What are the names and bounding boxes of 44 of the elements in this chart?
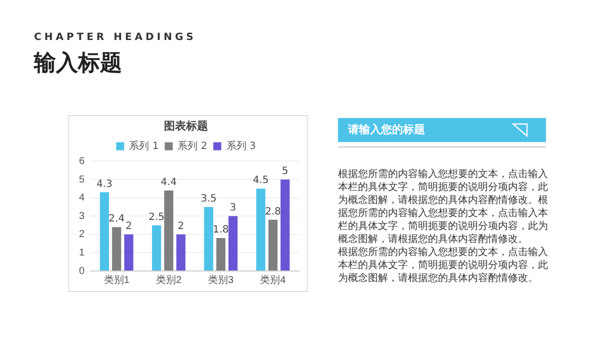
bar bbox=[112, 227, 122, 270]
bar bbox=[204, 206, 214, 270]
x-tick-label: 类别1 bbox=[104, 274, 130, 286]
legend-label: 系列 1 bbox=[129, 140, 159, 152]
y-tick-label: 1 bbox=[79, 247, 85, 258]
text: 根据您所需的内容输入您想要的文本，点击输入本栏的具体文字，简明扼要的说明分项内容，此为概念图解，请根据您的具体内容酌情修改。 bbox=[338, 246, 549, 285]
text: 输入标题 bbox=[34, 50, 122, 78]
x-tick-label: 类别2 bbox=[156, 274, 182, 286]
bar bbox=[100, 192, 110, 270]
text: 请输入您的标题 bbox=[338, 118, 546, 142]
y-tick-label: 2 bbox=[79, 229, 85, 240]
bar bbox=[124, 234, 134, 270]
x-tick-label: 类别4 bbox=[260, 274, 286, 286]
y-tick-label: 5 bbox=[79, 174, 85, 186]
y-tick-label: 0 bbox=[79, 266, 85, 277]
text: 根据您所需的内容输入您想要的文本，点击输入本栏的具体文字，简明扼要的说明分项内容，此为概念图解，请根据您的具体内容酌情修改。根据您所需的内容输入您想要的文本，点击输入本栏的具体文字，简明扼要的说明分项内容，此为概念图解，请根据您的具体内容酌情修改。 bbox=[338, 168, 549, 246]
bar bbox=[164, 190, 174, 270]
data-label: 1.8 bbox=[212, 224, 229, 236]
data-label: 2.4 bbox=[108, 214, 125, 225]
text: CHAPTER HEADINGS bbox=[34, 32, 196, 43]
bar bbox=[268, 220, 278, 270]
data-label: 2 bbox=[126, 220, 132, 232]
chart-title: 图表标题 bbox=[164, 119, 208, 132]
data-label: 4.4 bbox=[160, 177, 177, 188]
bar bbox=[176, 234, 186, 270]
data-label: 5 bbox=[282, 166, 288, 178]
data-label: 4.5 bbox=[252, 175, 269, 186]
data-label: 2.5 bbox=[148, 212, 165, 223]
data-label: 4.3 bbox=[96, 178, 112, 190]
bar bbox=[228, 216, 238, 270]
data-label: 3 bbox=[230, 202, 236, 214]
y-tick-label: 6 bbox=[79, 156, 85, 167]
bar bbox=[152, 225, 162, 270]
bar bbox=[216, 238, 226, 270]
data-label: 2 bbox=[178, 220, 184, 232]
y-tick-label: 4 bbox=[79, 192, 85, 204]
legend-label: 系列 2 bbox=[178, 140, 208, 152]
bar bbox=[256, 188, 266, 270]
bar bbox=[280, 180, 290, 270]
x-tick-label: 类别3 bbox=[208, 274, 234, 286]
legend-label: 系列 3 bbox=[226, 140, 256, 152]
data-label: 2.8 bbox=[264, 206, 281, 218]
data-label: 3.5 bbox=[200, 194, 217, 205]
y-tick-label: 3 bbox=[79, 210, 85, 222]
